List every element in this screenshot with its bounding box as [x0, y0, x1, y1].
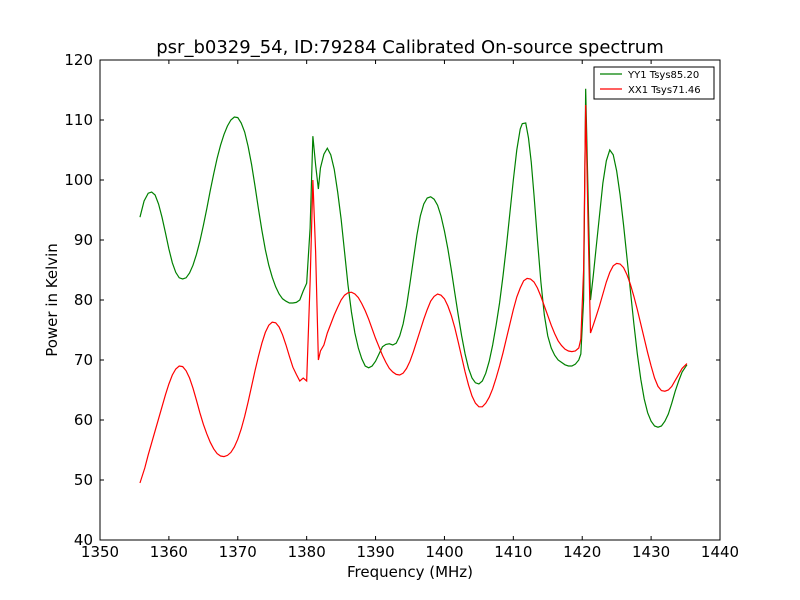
x-tick-label: 1430 — [632, 543, 670, 561]
series-line-1 — [139, 88, 688, 428]
y-tick-label: 100 — [64, 171, 93, 189]
x-tick-label: 1360 — [150, 543, 188, 561]
y-axis: 40 50 60 70 80 90 100 110 120 — [64, 51, 720, 549]
x-axis-label: Frequency (MHz) — [347, 563, 473, 581]
y-axis-label: Power in Kelvin — [43, 243, 61, 357]
y-tick-label: 40 — [74, 531, 93, 549]
x-tick-label: 1440 — [701, 543, 739, 561]
plot-frame — [99, 59, 721, 541]
x-tick-label: 1370 — [219, 543, 257, 561]
y-tick-label: 120 — [64, 51, 93, 69]
series-line-2 — [139, 104, 688, 484]
x-tick-label: 1420 — [563, 543, 601, 561]
y-tick-label: 60 — [74, 411, 93, 429]
y-tick-label: 110 — [64, 111, 93, 129]
x-axis: 1350 1360 1370 1380 1390 1400 1410 1420 1430 1440 — [81, 60, 739, 561]
x-tick-label: 1410 — [494, 543, 532, 561]
legend: YY1 Tsys85.20 XX1 Tsys71.46 — [593, 66, 715, 100]
x-tick-label: 1350 — [81, 543, 119, 561]
y-tick-label: 90 — [74, 231, 93, 249]
legend-label-series-1: YY1 Tsys85.20 — [627, 70, 699, 81]
legend-label-series-2: XX1 Tsys71.46 — [628, 85, 701, 96]
x-tick-label: 1400 — [425, 543, 463, 561]
chart-title: psr_b0329_54, ID:79284 Calibrated On-sou… — [156, 37, 663, 58]
y-tick-label: 80 — [74, 291, 93, 309]
plot-area — [139, 88, 688, 484]
y-tick-label: 70 — [74, 351, 93, 369]
legend-box — [593, 66, 715, 100]
y-tick-label: 50 — [74, 471, 93, 489]
x-tick-label: 1380 — [288, 543, 326, 561]
x-tick-label: 1390 — [356, 543, 394, 561]
